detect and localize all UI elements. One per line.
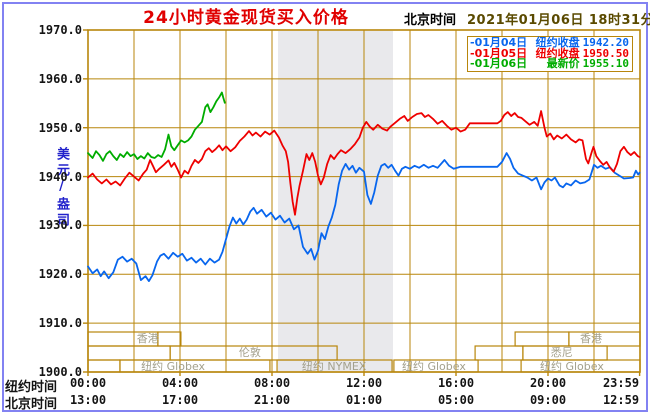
session-box [87,359,121,373]
session-box [474,345,524,361]
legend-series-date: -01月05日 [470,46,528,60]
x-tick-beijing-time: 12:59 [602,393,640,407]
legend-item: -01月06日 最新价 1955.10 [470,57,629,70]
session-box [119,359,271,373]
session-label: 香港 [136,332,159,345]
legend-series-value: 1942.20 [582,36,629,49]
session-box [514,331,570,347]
x-tick-beijing-time: 09:00 [529,393,567,407]
page-title: 24小时黄金现货买入价格 [143,8,349,28]
y-tick-label: 1910.0 [38,316,82,331]
y-tick-label: 1900.0 [38,365,82,379]
session-label: 纽约 Globex [401,360,466,373]
session-label: 伦敦 [238,346,261,359]
session-label: 香港 [580,332,602,345]
x-tick-beijing-time: 05:00 [437,393,475,407]
session-label: 纽约 Globex [141,360,206,373]
session-box [87,345,171,361]
x-tick-ny-time: 16:00 [437,376,475,390]
x-tick-ny-time: 20:00 [529,376,567,390]
legend-series-date: -01月06日 [470,57,528,70]
y-axis-unit-label: 美元/盎司 [54,147,69,229]
price-line-01月04日 [87,152,641,283]
legend-item: -01月04日 纽约收盘 1942.20 [470,36,629,49]
legend-item: -01月05日 纽约收盘 1950.50 [470,46,629,60]
x-tick-ny-time: 08:00 [253,376,291,390]
y-tick-label: 1950.0 [38,120,82,135]
y-tick-label: 1940.0 [38,169,82,184]
x-tick-ny-time: 00:00 [69,376,107,390]
x-tick-ny-time: 04:00 [161,376,199,390]
legend-series-date: -01月04日 [470,36,528,49]
legend-series-value: 1955.10 [582,57,629,70]
session-box [276,359,393,373]
x-tick-beijing-time: 21:00 [253,393,291,407]
legend-series-value: 1950.50 [582,46,629,60]
y-tick-label: 1960.0 [38,71,82,86]
x-tick-beijing-time: 01:00 [345,393,383,407]
x-tick-ny-time: 12:00 [345,376,383,390]
x-tick-ny-time: 23:59 [602,376,640,390]
x-tick-beijing-time: 13:00 [69,393,107,407]
x-tick-beijing-time: 17:00 [161,393,199,407]
session-box [157,331,182,347]
session-label: 悉尼 [550,346,573,359]
y-tick-label: 1920.0 [38,267,82,282]
legend: -01月04日 纽约收盘 1942.20 -01月05日 纽约收盘 1950.50 -01月… [467,36,633,72]
y-tick-label: 1930.0 [38,218,82,233]
legend-series-label: 纽约收盘 [535,36,580,49]
legend-series-label: 纽约收盘 [535,46,580,60]
x-axis-beijing-time-label: 北京时间 [5,397,58,412]
y-tick-label: 1970.0 [38,23,82,37]
session-box [393,359,479,373]
beijing-time-label: 北京时间 [404,13,457,28]
price-line-01月05日 [87,110,641,216]
session-label: 纽约 NYMEX [301,360,367,373]
beijing-time-value: 2021年01月06日 18时31分 [467,13,650,28]
x-axis-ny-time-label: 纽约时间 [5,380,58,395]
price-line-01月06日 [87,91,226,162]
session-box [520,359,641,373]
legend-series-label: 最新价 [546,57,580,70]
session-label: 纽约 Globex [539,360,604,373]
